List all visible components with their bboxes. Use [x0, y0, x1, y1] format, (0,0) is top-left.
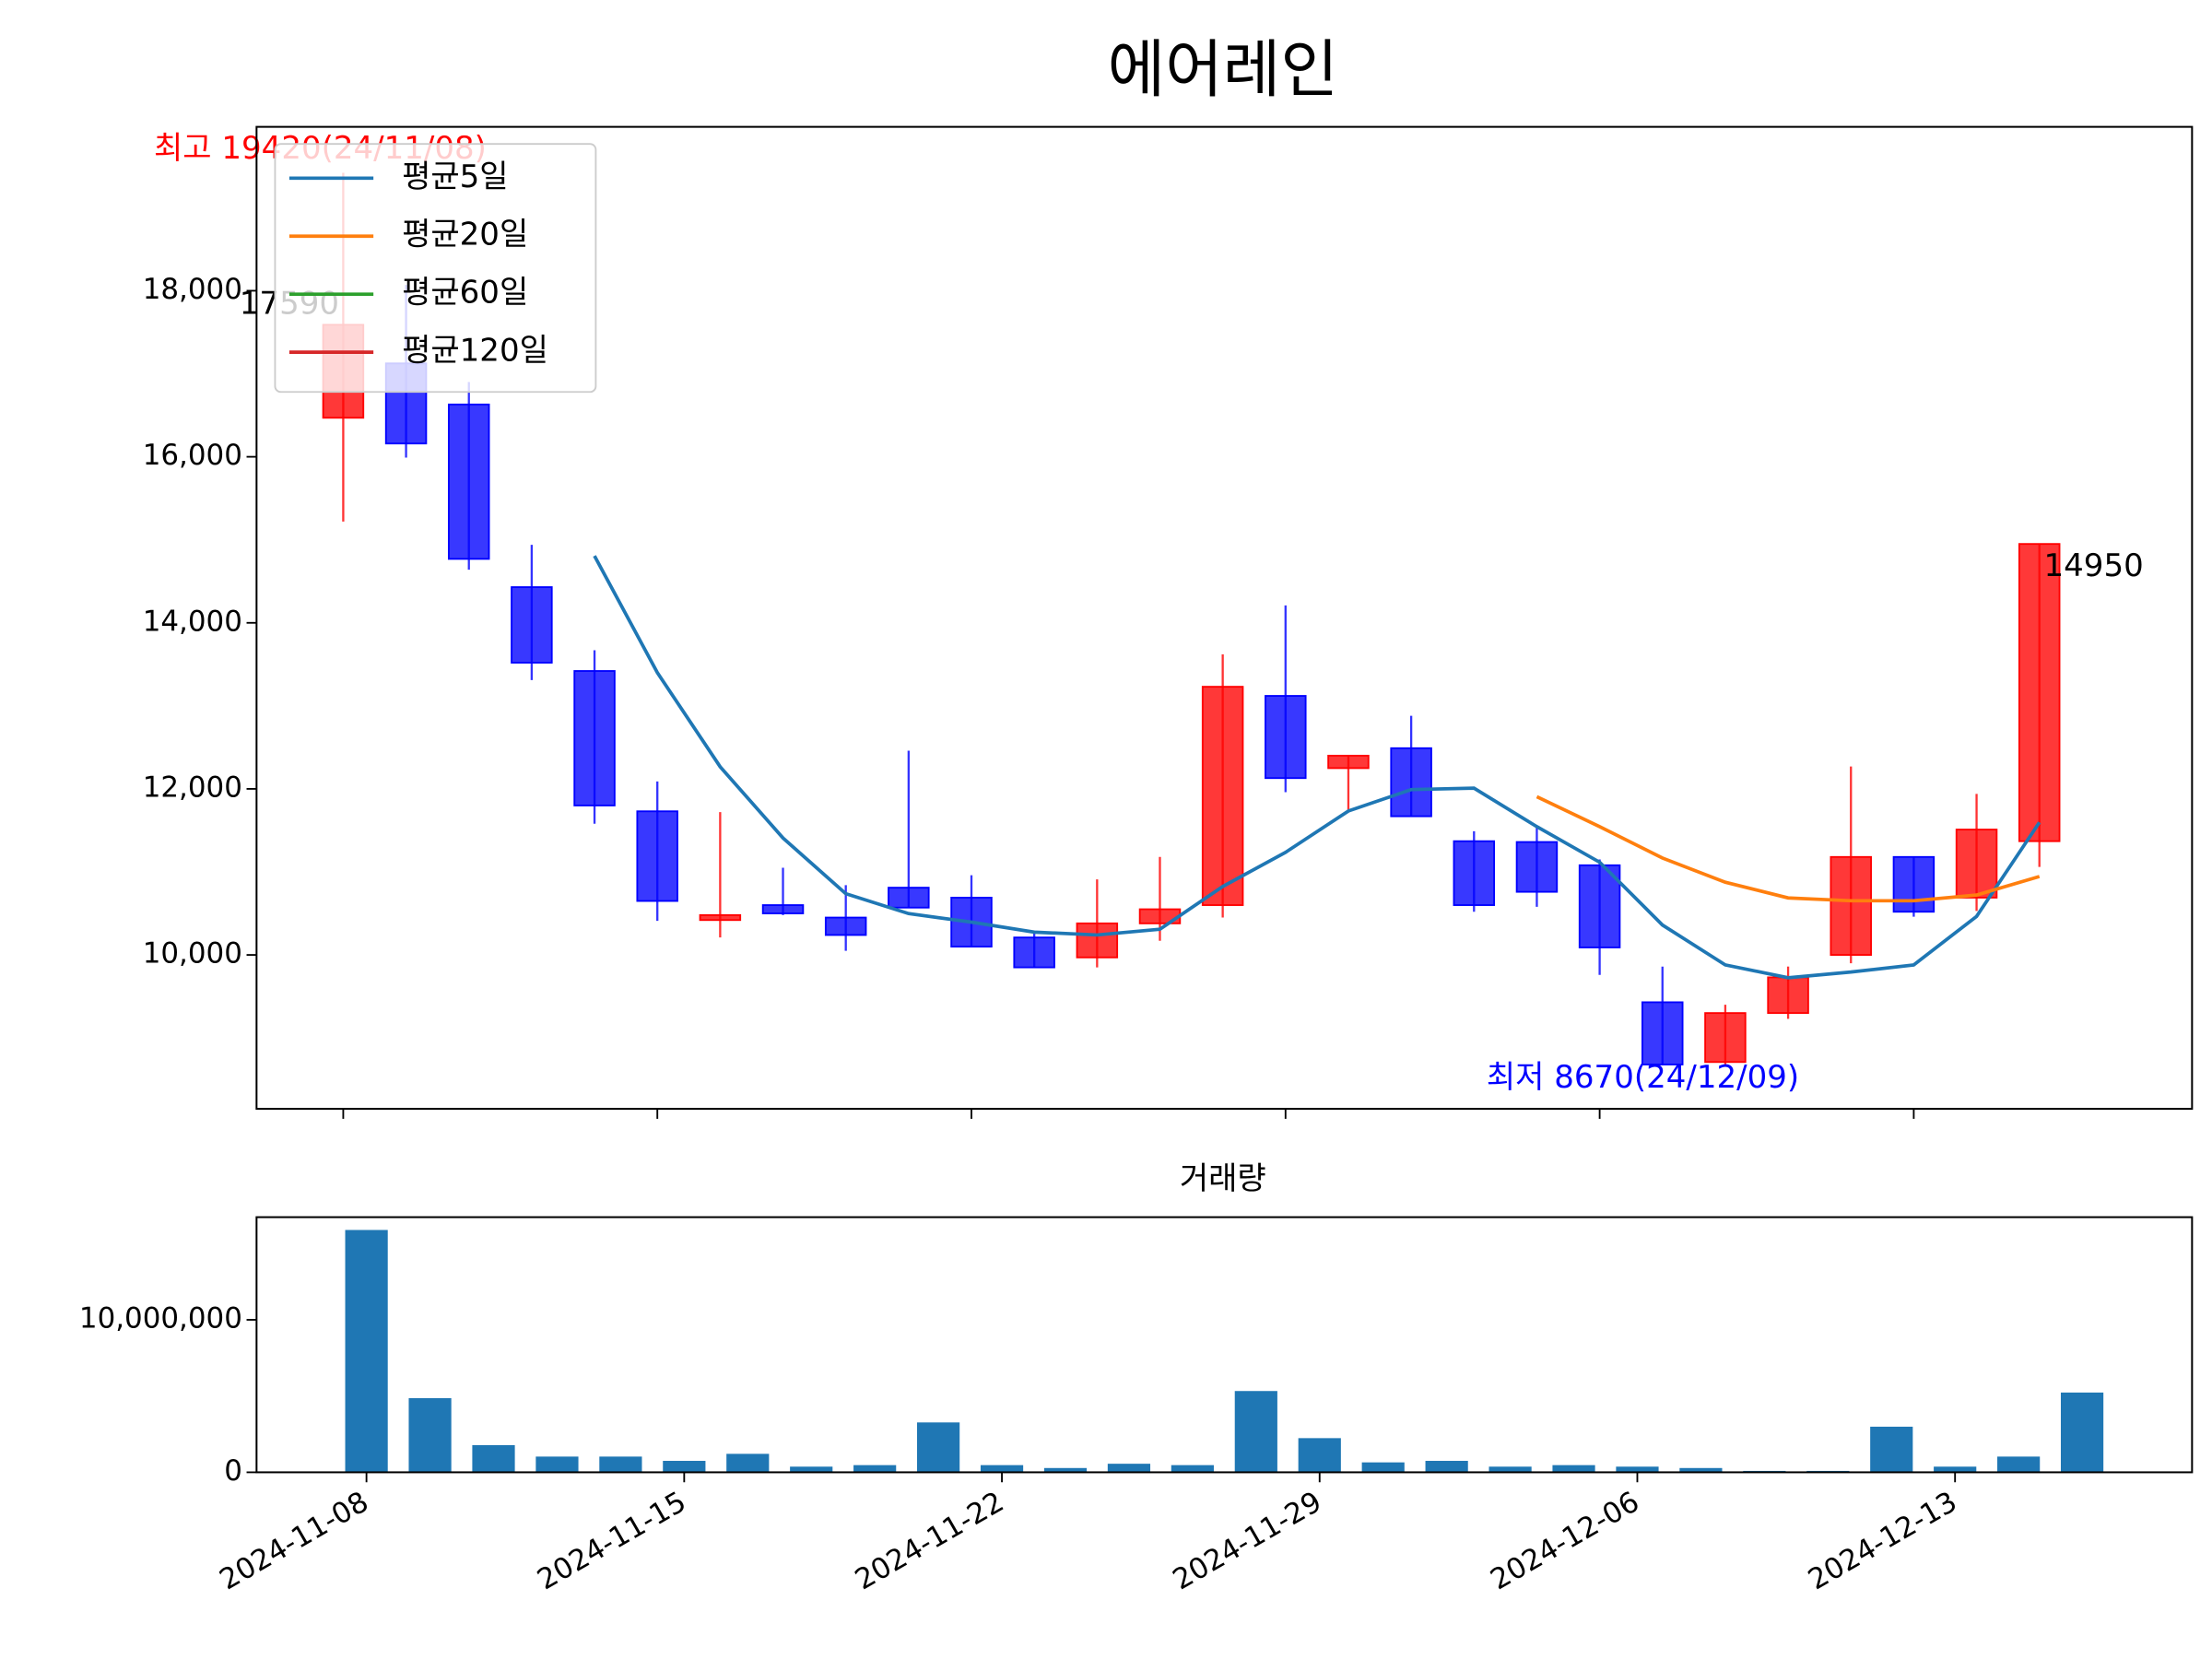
candle-body: [1955, 829, 1998, 899]
volume-bar: [980, 1465, 1024, 1473]
candle-body: [888, 887, 930, 909]
volume-bar: [1043, 1467, 1088, 1473]
volume-bar: [1552, 1465, 1595, 1473]
volume-bar: [535, 1456, 579, 1473]
candle-body: [1390, 747, 1432, 818]
y-tick-label: 12,000: [143, 771, 242, 804]
volume-bar: [408, 1398, 452, 1473]
volume-bar: [1425, 1461, 1468, 1473]
candle-body: [1704, 1012, 1747, 1064]
candle-body: [1076, 922, 1119, 959]
volume-title: 거래량: [1180, 1160, 1266, 1197]
candle-body: [1578, 864, 1621, 948]
candle-body: [1767, 976, 1809, 1015]
volume-bar: [1488, 1466, 1532, 1473]
legend-box: [274, 143, 597, 394]
candle-body: [699, 913, 742, 922]
volume-bar: [853, 1465, 897, 1473]
y-tick-label: 16,000: [143, 439, 242, 472]
candle-body: [1013, 936, 1055, 969]
chart-title: 에어레인: [1108, 34, 1338, 107]
legend-label: 평균60일: [402, 275, 528, 312]
volume-bar: [663, 1461, 706, 1473]
volume-bar: [1107, 1464, 1151, 1473]
plot-frame: [255, 125, 2194, 1111]
volume-bar: [2060, 1392, 2104, 1473]
volume-bar: [599, 1456, 642, 1473]
candle-body: [1892, 855, 1936, 913]
candle-body: [1327, 754, 1370, 770]
candle-body: [511, 586, 553, 664]
annotation: 14950: [2044, 547, 2144, 584]
y-tick-label: 18,000: [143, 273, 242, 306]
candle-body: [1453, 840, 1496, 906]
candle-body: [824, 916, 867, 936]
annotation: 최저 8670(24/12/09): [1487, 1059, 1799, 1096]
volume-bar: [1298, 1438, 1341, 1473]
candle-body: [1515, 841, 1559, 893]
candle-body: [1265, 695, 1307, 780]
ma-line: [1535, 794, 2041, 903]
y-tick-label: 14,000: [143, 605, 242, 638]
volume-bar: [1361, 1462, 1405, 1473]
candle-body: [2018, 543, 2061, 842]
candle-body: [1830, 855, 1872, 957]
volume-bar: [472, 1444, 515, 1473]
volume-bar: [1934, 1466, 1977, 1473]
legend-label: 평균120일: [402, 333, 548, 370]
y-tick-label: 10,000: [143, 937, 242, 971]
volume-bar: [1234, 1391, 1277, 1473]
plot-frame: [255, 1216, 2194, 1474]
candle-body: [761, 904, 805, 914]
candle-body: [447, 403, 490, 560]
volume-bar: [1997, 1456, 2041, 1473]
volume-bar: [1171, 1465, 1214, 1473]
ma-line: [593, 555, 2041, 980]
candle-body: [573, 670, 616, 806]
volume-bar: [345, 1230, 388, 1473]
candle-body: [636, 810, 678, 902]
volume-bar: [1679, 1467, 1723, 1473]
candle-body: [1641, 1001, 1684, 1065]
volume-bar: [1616, 1466, 1659, 1473]
volume-bar: [790, 1466, 833, 1473]
legend-label: 평균20일: [402, 217, 528, 253]
y-tick-label: 0: [224, 1454, 242, 1488]
volume-bar: [917, 1422, 960, 1473]
volume-bar: [726, 1453, 770, 1473]
candle-body: [1201, 686, 1244, 906]
legend-label: 평균5일: [402, 159, 509, 195]
y-tick-label: 10,000,000: [79, 1301, 242, 1335]
volume-bar: [1870, 1426, 1913, 1473]
